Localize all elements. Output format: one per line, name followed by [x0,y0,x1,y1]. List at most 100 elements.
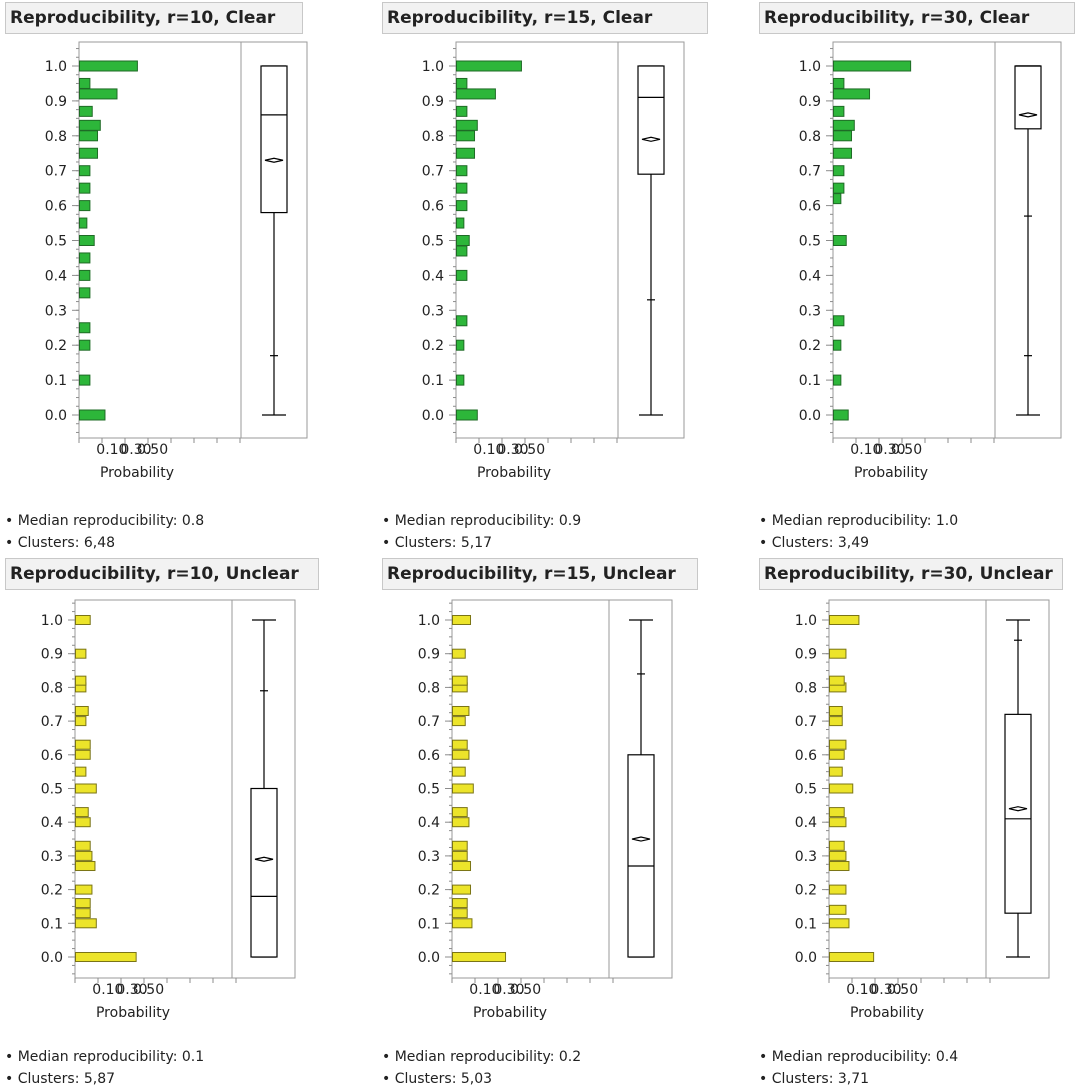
histogram-bar [452,749,470,760]
median-value: 0.8 [181,513,205,529]
histogram-bar [452,918,473,929]
histogram-bar [456,217,465,229]
x-tick-label: 0.30 [870,982,901,998]
histogram-bar [456,165,468,177]
histogram-bar [79,374,91,386]
histogram-bar [833,235,847,246]
bullet: • [759,513,768,529]
y-tick-label: 0.5 [418,782,440,798]
hist-frame [832,41,996,439]
y-tick-label: 0.8 [795,680,817,696]
histogram-bar [829,918,850,929]
y-tick-label: 1.0 [795,613,817,629]
histogram-bar [452,908,468,919]
y-tick-label: 0.0 [41,950,63,966]
y-tick-label: 0.7 [422,164,444,180]
clusters-value: 3,49 [837,535,870,551]
panel-notes: • Median reproducibility: 0.9 • Clusters… [382,510,581,554]
histogram-bar [75,783,97,794]
y-tick-label: 0.3 [795,849,817,865]
x-tick-label: 0.10 [96,442,127,458]
histogram-bar [75,615,91,625]
box-iqr [637,65,665,175]
histogram-bar [456,339,465,351]
y-tick-label: 0.6 [41,748,63,764]
median-label: Median reproducibility: [394,1049,555,1065]
median-value: 0.9 [558,513,582,529]
histogram-bar [833,165,845,177]
histogram-bar [452,648,466,659]
histogram-bar [833,60,912,72]
histogram-bar [452,850,468,861]
y-tick-label: 0.1 [799,373,821,389]
clusters-value: 3,71 [837,1071,870,1087]
histogram-bar [79,235,95,246]
histogram-bar [79,322,91,334]
y-tick-label: 0.1 [45,373,67,389]
y-tick-label: 0.3 [422,303,444,319]
median-note: • Median reproducibility: 0.9 [382,510,581,532]
median-note: • Median reproducibility: 0.4 [759,1046,958,1068]
chart-panel-r30-clear: Reproducibility, r=30, Clear 0.0 0.1 0.2 0.… [759,2,1075,554]
box-iqr [1014,65,1042,130]
bullet: • [759,1071,768,1087]
histogram-bar [79,182,91,194]
histogram-bar [456,235,470,246]
median-label: Median reproducibility: [771,513,932,529]
panel-notes: • Median reproducibility: 0.2 • Clusters… [382,1046,581,1090]
y-tick-label: 1.0 [799,59,821,75]
x-tick-label: 0.50 [514,442,545,458]
hist-frame [455,41,619,439]
x-tick-label: 0.50 [887,982,918,998]
y-tick-label: 0.8 [41,680,63,696]
histogram-bar [829,716,843,727]
chart-panel-r30-unclear: Reproducibility, r=30, Unclear 0.0 0.1 0.2… [759,558,1069,1092]
histogram-bar [79,287,91,299]
histogram-bar [829,817,847,828]
histogram-bar [833,77,845,89]
chart-svg: 0.0 0.1 0.2 0.3 0.4 0.5 0.6 0.7 0.8 0.9 1.0 0.100.3… [418,599,673,1021]
y-tick-label: 0.5 [41,782,63,798]
median-value: 0.4 [935,1049,959,1065]
histogram-bar [829,850,847,861]
y-tick-label: 0.2 [41,883,63,899]
panel-notes: • Median reproducibility: 1.0 • Clusters… [759,510,958,554]
histogram-bar [829,749,845,760]
box-frame [608,599,673,979]
histogram-bar [456,182,468,194]
box-mean-diamond [264,157,284,163]
x-tick-label: 0.10 [846,982,877,998]
histogram-bar [79,77,91,89]
histogram-bar [833,374,842,386]
bullet: • [382,1049,391,1065]
median-note: • Median reproducibility: 0.8 [5,510,204,532]
bullet: • [5,1049,14,1065]
clusters-label: Clusters: [394,1071,457,1087]
clusters-note: • Clusters: 5,17 [382,532,581,554]
y-tick-label: 0.2 [795,883,817,899]
x-tick-label: 0.50 [133,982,164,998]
box-iqr [1004,713,1032,914]
y-tick-label: 0.6 [45,199,67,215]
x-axis-label: Probability [100,465,174,481]
median-label: Median reproducibility: [17,1049,178,1065]
clusters-value: 5,03 [460,1071,493,1087]
panel-title: Reproducibility, r=15, Clear [382,2,708,34]
box-mean-diamond [254,856,274,862]
panel-title: Reproducibility, r=30, Unclear [759,558,1063,590]
y-tick-label: 0.0 [418,950,440,966]
histogram-bar [456,119,478,131]
histogram-bar [829,705,843,716]
histogram-bar [452,807,468,818]
box-frame [231,599,296,979]
median-note: • Median reproducibility: 0.1 [5,1046,204,1068]
x-axis-label: Probability [473,1005,547,1021]
box-mean-diamond [631,836,651,842]
x-tick-label: 0.30 [120,442,151,458]
histogram-bar [452,952,507,962]
histogram-bar [829,861,850,872]
y-tick-label: 0.7 [418,714,440,730]
clusters-label: Clusters: [17,1071,80,1087]
y-tick-label: 0.7 [799,164,821,180]
histogram-bar [456,269,468,281]
